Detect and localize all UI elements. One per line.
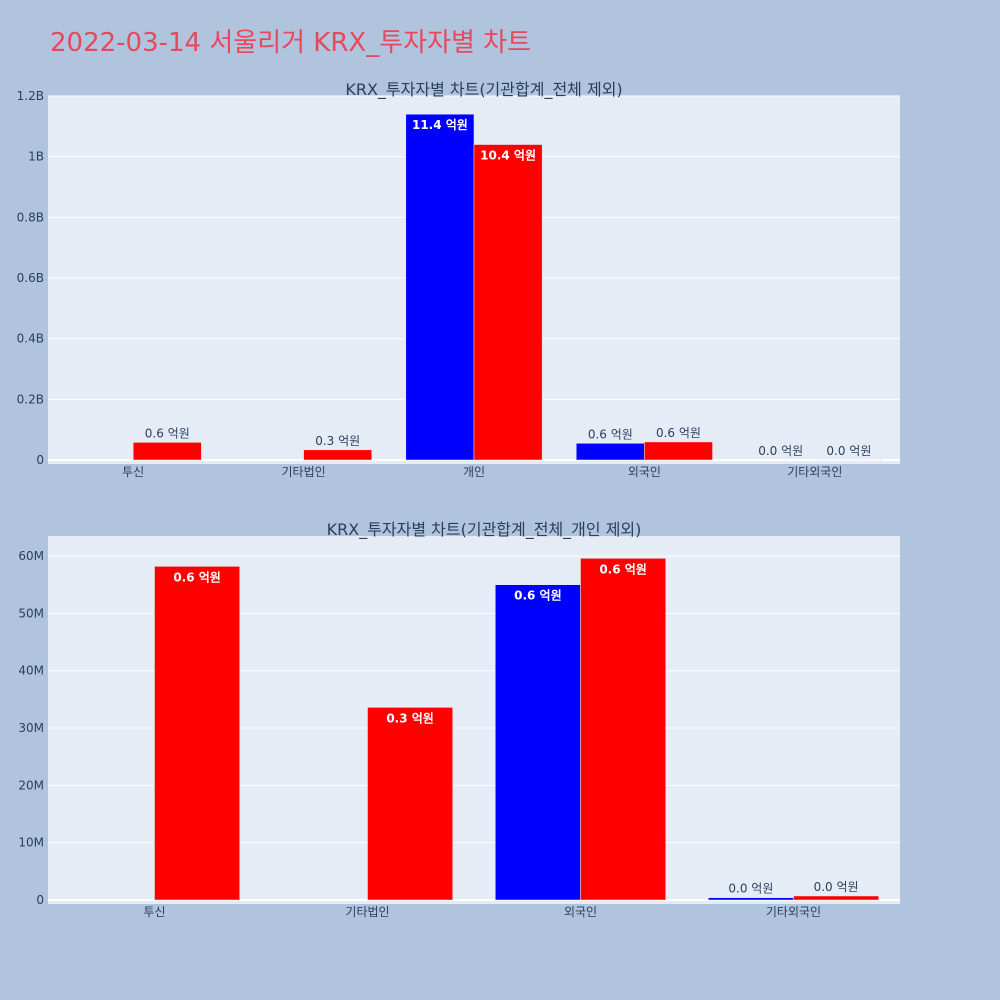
x-tick-label: 기타법인 (282, 465, 326, 479)
y-tick-label: 60M (18, 549, 44, 563)
x-tick-label: 외국인 (564, 905, 597, 919)
bar-data-label: 0.6 억원 (588, 427, 633, 441)
x-tick-label: 외국인 (628, 465, 661, 479)
bar (405, 113, 475, 461)
x-tick-label: 기타외국인 (766, 905, 821, 919)
bar (154, 566, 240, 901)
bar (793, 895, 879, 901)
bar-data-label: 0.3 억원 (386, 711, 434, 725)
chart-overall: 0 0.2B 0.4B 0.6B 0.8B 1B 1.2B KRX_투자자별 차트(기관합계_… (17, 80, 900, 479)
bar-data-label: 11.4 억원 (412, 118, 468, 132)
bar-data-label: 0.0 억원 (814, 880, 859, 894)
y-tick-label: 40M (18, 664, 44, 678)
y-tick-label: 0 (36, 453, 44, 467)
y-tick-label: 10M (18, 836, 44, 850)
bar (473, 144, 543, 461)
x-tick-label: 투신 (143, 905, 165, 919)
bar (708, 897, 794, 901)
bar (580, 558, 666, 901)
bar-data-label: 0.6 억원 (514, 589, 562, 603)
bar-data-label: 0.0 억원 (758, 444, 803, 458)
x-tick-label: 기타외국인 (787, 465, 842, 479)
y-tick-label: 0.2B (17, 392, 44, 406)
y-tick-label: 0 (36, 893, 44, 907)
bar (644, 441, 713, 461)
y-tick-label: 20M (18, 778, 44, 792)
bar-data-label: 10.4 억원 (480, 149, 536, 163)
bar-data-label: 0.0 억원 (728, 882, 773, 896)
bar-data-label: 0.6 억원 (656, 426, 701, 440)
bar-data-label: 0.6 억원 (173, 570, 221, 584)
bar-data-label: 0.0 억원 (826, 444, 871, 458)
y-tick-label: 30M (18, 721, 44, 735)
bar (303, 449, 373, 461)
chart-title: KRX_투자자별 차트(기관합계_전체 제외) (345, 80, 622, 100)
y-tick-label: 1.2B (17, 89, 44, 103)
bar-data-label: 0.6 억원 (145, 426, 190, 440)
bar (132, 442, 202, 461)
x-tick-label: 개인 (463, 465, 485, 479)
bar-data-label: 0.6 억원 (599, 562, 647, 576)
chart-title: KRX_투자자별 차트(기관합계_전체_개인 제외) (327, 520, 642, 540)
x-tick-label: 기타법인 (345, 905, 389, 919)
y-tick-label: 0.4B (17, 332, 44, 346)
y-tick-label: 1B (28, 150, 44, 164)
bar-data-label: 0.3 억원 (315, 434, 360, 448)
y-tick-label: 0.6B (17, 271, 44, 285)
page-title: 2022-03-14 서울리거 KRX_투자자별 차트 (50, 28, 532, 58)
y-tick-label: 0.8B (17, 210, 44, 224)
y-tick-label: 50M (18, 606, 44, 620)
bar (495, 584, 581, 901)
x-tick-label: 투신 (122, 465, 144, 479)
bar (367, 707, 453, 901)
